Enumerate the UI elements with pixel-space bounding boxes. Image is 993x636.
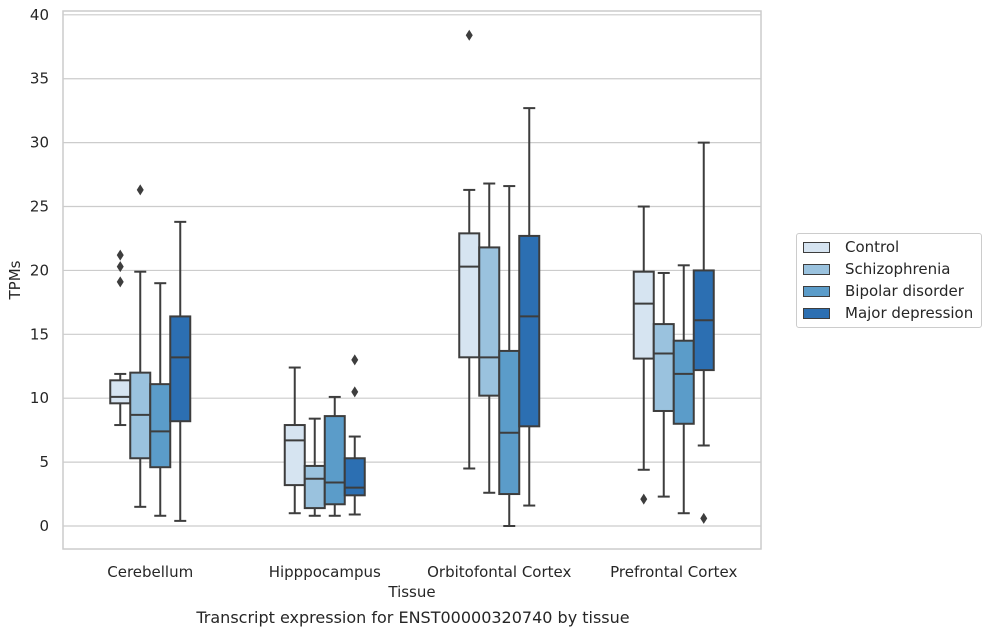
box-body xyxy=(478,246,501,397)
box-1-2 xyxy=(323,395,346,517)
outlier-point xyxy=(116,276,124,288)
box-0-3 xyxy=(169,220,192,522)
legend-swatch xyxy=(803,285,830,297)
outlier-point xyxy=(136,184,144,196)
box-body xyxy=(149,383,172,469)
legend-item-schizophrenia: Schizophrenia xyxy=(803,259,950,279)
box-2-3 xyxy=(518,107,541,507)
outlier-point xyxy=(700,512,708,524)
box-2-1 xyxy=(478,182,501,494)
y-tick-labels: 0 5 10 15 20 25 30 35 40 xyxy=(30,6,49,535)
box-0-0 xyxy=(109,249,132,427)
outlier-point xyxy=(116,261,124,273)
x-tick-labels: Cerebellum Hipppocampus Orbitofontal Corte… xyxy=(107,563,737,581)
legend: Control Schizophrenia Bipolar disorder M… xyxy=(796,233,982,328)
x-tick-label: Orbitofontal Cortex xyxy=(427,563,571,581)
legend-label: Control xyxy=(845,238,900,256)
box-body xyxy=(632,270,655,360)
box-0-1 xyxy=(129,184,152,508)
y-tick-label: 5 xyxy=(39,453,49,471)
box-2-0 xyxy=(458,29,481,470)
y-tick-label: 25 xyxy=(30,198,49,216)
box-3-3 xyxy=(692,141,715,524)
box-3-1 xyxy=(652,271,675,498)
box-body xyxy=(283,424,306,487)
box-body xyxy=(458,232,481,359)
outlier-point xyxy=(465,29,473,41)
legend-item-major-depression: Major depression xyxy=(803,303,973,323)
box-3-0 xyxy=(632,205,655,505)
x-tick-label: Cerebellum xyxy=(107,563,193,581)
y-tick-label: 35 xyxy=(30,70,49,88)
x-tick-label: Hipppocampus xyxy=(269,563,381,581)
figure-caption: Transcript expression for ENST0000032074… xyxy=(196,608,630,627)
legend-label: Major depression xyxy=(845,304,974,322)
y-axis-label: TPMs xyxy=(6,260,24,300)
outlier-point xyxy=(116,249,124,261)
legend-swatch xyxy=(803,241,830,253)
box-body xyxy=(323,415,346,506)
legend-swatch xyxy=(803,307,830,319)
x-axis-label: Tissue xyxy=(387,583,435,601)
box-body xyxy=(169,315,192,423)
outlier-point xyxy=(640,493,648,505)
legend-item-control: Control xyxy=(803,237,899,257)
box-2-2 xyxy=(498,185,521,527)
box-groups xyxy=(109,29,715,527)
box-1-1 xyxy=(303,417,326,517)
box-body xyxy=(498,349,521,496)
outlier-point xyxy=(351,386,359,398)
y-tick-label: 40 xyxy=(30,6,49,24)
legend-swatch xyxy=(803,263,830,275)
legend-label: Schizophrenia xyxy=(845,260,951,278)
box-body xyxy=(303,464,326,510)
box-body xyxy=(109,379,132,405)
y-tick-label: 20 xyxy=(30,261,49,279)
legend-label: Bipolar disorder xyxy=(845,282,964,300)
y-tick-label: 10 xyxy=(30,389,49,407)
box-body xyxy=(518,234,541,428)
x-tick-label: Prefrontal Cortex xyxy=(610,563,737,581)
outlier-point xyxy=(351,354,359,366)
box-3-2 xyxy=(672,264,695,515)
y-tick-label: 0 xyxy=(39,517,49,535)
box-body xyxy=(343,457,366,497)
box-1-3 xyxy=(343,354,366,516)
box-body xyxy=(652,323,675,412)
legend-item-bipolar-disorder: Bipolar disorder xyxy=(803,281,964,301)
y-tick-label: 15 xyxy=(30,325,49,343)
y-tick-label: 30 xyxy=(30,134,49,152)
box-0-2 xyxy=(149,282,172,517)
box-1-0 xyxy=(283,366,306,515)
plot-frame xyxy=(62,10,762,550)
box-body xyxy=(672,339,695,425)
